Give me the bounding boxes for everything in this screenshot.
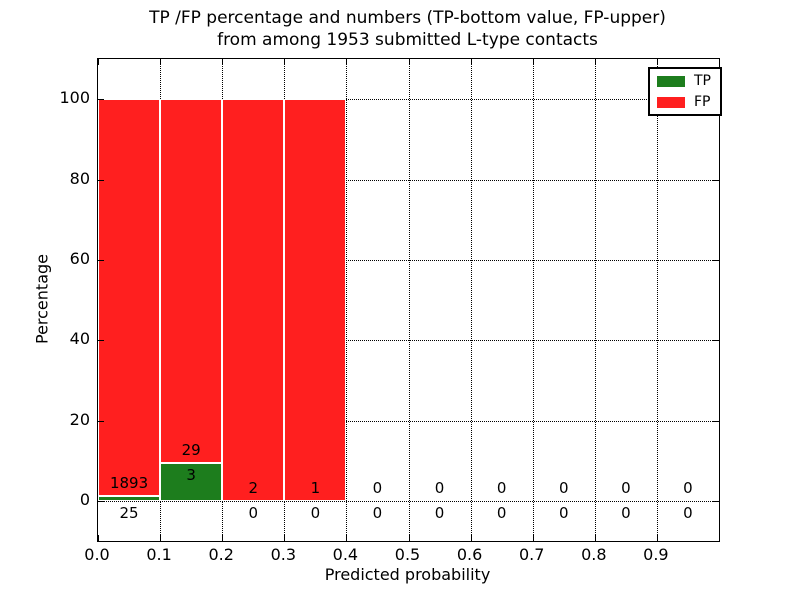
gridline-x-0.9 — [656, 59, 658, 541]
xtick-bottom — [408, 535, 410, 541]
fp-count-bin8: 0 — [621, 478, 631, 497]
gridline-x-0.6 — [470, 59, 472, 541]
x-tick-label: 0.8 — [581, 545, 607, 564]
ytick-left — [98, 340, 104, 342]
xtick-top — [532, 59, 534, 65]
x-tick-label: 0.5 — [394, 545, 421, 564]
x-tick-label: 0.6 — [456, 545, 483, 564]
fp-count-bin4: 0 — [372, 478, 383, 497]
x-tick-label: 0.9 — [643, 545, 669, 564]
ytick-left — [98, 99, 104, 101]
fp-count-bin2: 2 — [248, 478, 259, 497]
bar-fp-bin1 — [160, 99, 223, 464]
bar-tp-bin1 — [160, 463, 223, 501]
legend-row-fp: FP — [657, 95, 711, 109]
gridline-x-0.5 — [408, 59, 410, 541]
ytick-right — [713, 500, 719, 502]
ytick-left — [98, 420, 104, 422]
gridline-x-0.4 — [346, 59, 348, 541]
fp-count-bin0: 1893 — [109, 473, 149, 492]
xtick-bottom — [594, 535, 596, 541]
ytick-right — [713, 340, 719, 342]
x-tick-label: 0.2 — [208, 545, 234, 564]
xtick-bottom — [98, 535, 99, 541]
y-tick-label: 0 — [79, 489, 90, 509]
fp-count-bin7: 0 — [558, 478, 569, 497]
tp-count-bin0: 25 — [119, 503, 139, 522]
xtick-top — [346, 59, 348, 65]
fp-count-bin5: 0 — [434, 478, 445, 497]
gridline-y-0 — [98, 500, 719, 502]
xtick-top — [470, 59, 472, 65]
chart-title-line1: TP /FP percentage and numbers (TP-bottom… — [149, 8, 666, 28]
y-tick-label: 100 — [59, 88, 90, 108]
gridline-x-0.8 — [594, 59, 596, 541]
tp-count-bin9: 0 — [683, 503, 693, 522]
ytick-left — [98, 500, 104, 502]
gridline-x-0.7 — [532, 59, 534, 541]
xtick-top — [656, 59, 658, 65]
y-tick-label: 80 — [69, 168, 90, 188]
legend-row-tp: TP — [657, 74, 711, 88]
xtick-top — [408, 59, 410, 65]
fp-swatch-icon — [657, 96, 685, 108]
fp-count-bin1: 29 — [181, 441, 201, 460]
xtick-top — [594, 59, 596, 65]
xtick-bottom — [222, 535, 224, 541]
bar-fp-bin2 — [222, 99, 285, 501]
x-tick-label: 0.0 — [84, 545, 110, 564]
tp-count-bin5: 0 — [434, 503, 445, 522]
fp-count-bin9: 0 — [683, 478, 693, 497]
x-tick-label: 0.4 — [332, 545, 359, 564]
tp-count-bin2: 0 — [248, 503, 259, 522]
bar-fp-bin3 — [284, 99, 347, 501]
xtick-bottom — [160, 535, 162, 541]
xtick-top — [284, 59, 286, 65]
x-axis-label: Predicted probability — [324, 565, 491, 584]
y-tick-label: 40 — [69, 329, 90, 349]
fp-count-bin6: 0 — [496, 478, 507, 497]
bar-tp-bin0 — [98, 495, 161, 501]
ytick-right — [713, 259, 719, 261]
y-tick-label: 60 — [69, 248, 90, 268]
legend-label-tp: TP — [694, 73, 711, 89]
chart-title-line2: from among 1953 submitted L-type contact… — [217, 30, 598, 50]
tp-count-bin6: 0 — [496, 503, 507, 522]
xtick-bottom — [532, 535, 534, 541]
legend: TP FP — [648, 67, 722, 116]
x-tick-label: 0.7 — [518, 545, 545, 564]
ytick-right — [713, 179, 719, 181]
y-tick-label: 20 — [69, 409, 90, 429]
tp-count-bin7: 0 — [558, 503, 569, 522]
x-tick-label: 0.3 — [270, 545, 297, 564]
plot-area: TP FP 1893 25 29 3 2 0 1 0 0 0 0 0 0 0 0 0 0 0 0 0 — [97, 58, 722, 542]
xtick-top — [222, 59, 224, 65]
ytick-right — [713, 420, 719, 422]
xtick-top — [160, 59, 162, 65]
x-tick-label: 0.1 — [146, 545, 172, 564]
tp-count-bin3: 0 — [310, 503, 321, 522]
tp-count-bin4: 0 — [372, 503, 383, 522]
tp-count-bin1: 3 — [186, 466, 196, 485]
xtick-bottom — [656, 535, 658, 541]
chart-title: TP /FP percentage and numbers (TP-bottom… — [97, 7, 718, 51]
fp-count-bin3: 1 — [310, 478, 321, 497]
tp-swatch-icon — [657, 75, 685, 87]
ytick-left — [98, 259, 104, 261]
ytick-left — [98, 179, 104, 181]
xtick-top — [98, 59, 99, 65]
tp-count-bin8: 0 — [621, 503, 631, 522]
xtick-bottom — [470, 535, 472, 541]
legend-label-fp: FP — [694, 94, 711, 110]
xtick-bottom — [346, 535, 348, 541]
xtick-bottom — [284, 535, 286, 541]
bar-fp-bin0 — [98, 99, 161, 496]
